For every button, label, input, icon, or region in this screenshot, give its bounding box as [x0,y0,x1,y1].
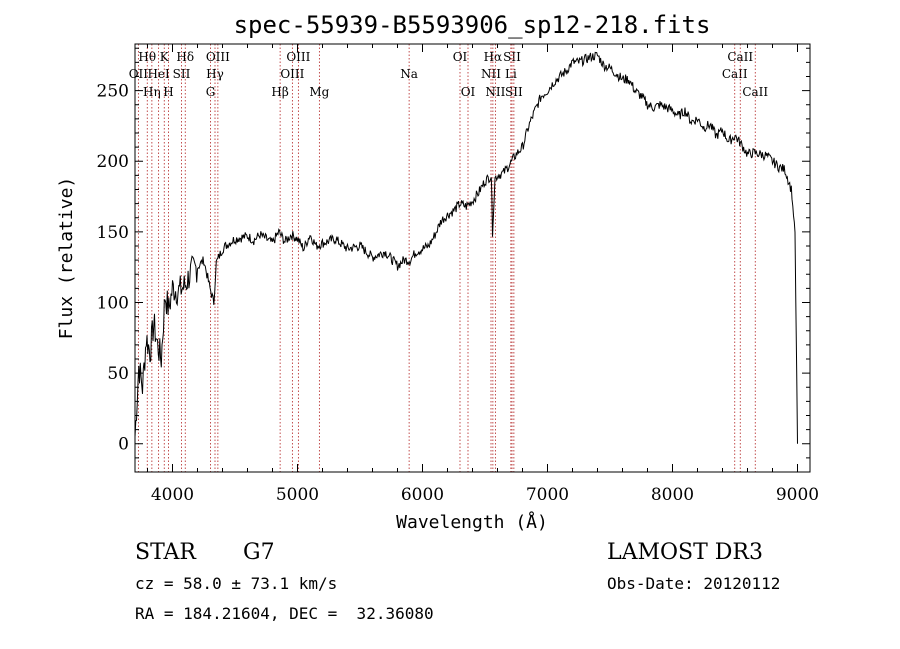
y-tick-label: 0 [118,435,129,455]
line-marker-label-24: CaII [722,67,748,81]
x-tick-label: 9000 [776,485,819,505]
plot-frame [134,43,811,473]
line-marker-label-8: G [206,85,216,99]
plot-area [134,51,798,444]
chart-title: spec-55939-B5593906_sp12-218.fits [234,11,711,39]
line-marker-label-25: CaII [727,50,753,64]
spectrum-series-line [134,51,798,444]
object-class: STAR [135,540,196,565]
x-axis-label: Wavelength (Å) [396,511,548,533]
line-marker-label-13: OIII [286,50,310,64]
line-marker-label-18: NII [481,67,501,81]
x-tick-label: 4000 [151,485,194,505]
line-marker-label-4: K [160,50,170,64]
x-tick-label: 5000 [276,485,319,505]
line-marker-label-0: OII [129,67,149,81]
obs-date-text: Obs-Date: 20120112 [607,574,781,593]
line-marker-label-11: Hβ [271,85,288,99]
y-tick-label: 200 [97,152,129,172]
line-marker-label-20: NII [485,85,505,99]
line-marker-label-12: OIII [280,67,304,81]
line-marker-label-7: Hδ [176,50,194,64]
line-marker-label-23: SII [505,85,523,99]
survey-name: LAMOST DR3 [607,540,763,565]
line-marker-label-22: SII [503,50,521,64]
x-tick-label: 7000 [526,485,569,505]
line-marker-label-26: CaII [742,85,768,99]
line-marker-label-15: Na [400,67,418,81]
y-tick-label: 250 [97,82,129,102]
x-tick-label: 6000 [401,485,444,505]
line-marker-label-5: H [163,85,173,99]
line-marker-label-3: HeI [147,67,170,81]
coordinates-text: RA = 184.21604, DEC = 32.36080 [135,604,434,623]
line-marker-label-19: Hα [484,50,503,64]
y-axis-label: Flux (relative) [56,177,77,340]
line-marker-label-14: Mg [309,85,329,99]
y-tick-label: 100 [97,293,129,313]
line-marker-label-16: OI [453,50,468,64]
x-tick-label: 8000 [651,485,694,505]
y-tick-label: 50 [107,364,129,384]
line-marker-label-17: OI [461,85,476,99]
line-marker-label-21: Li [505,67,517,81]
axis-ticks: 4000 5000 6000 7000 8000 9000 0 50 100 150 200 250 [97,44,819,505]
line-marker-label-10: OIII [206,50,230,64]
redshift-text: cz = 58.0 ± 73.1 km/s [135,574,338,593]
line-marker-label-6: SII [173,67,191,81]
line-marker-label-2: Hη [143,85,161,99]
spectral-subclass: G7 [243,540,275,565]
y-tick-label: 150 [97,223,129,243]
line-marker-label-9: Hγ [206,67,224,81]
line-marker-label-1: Hθ [138,50,156,64]
